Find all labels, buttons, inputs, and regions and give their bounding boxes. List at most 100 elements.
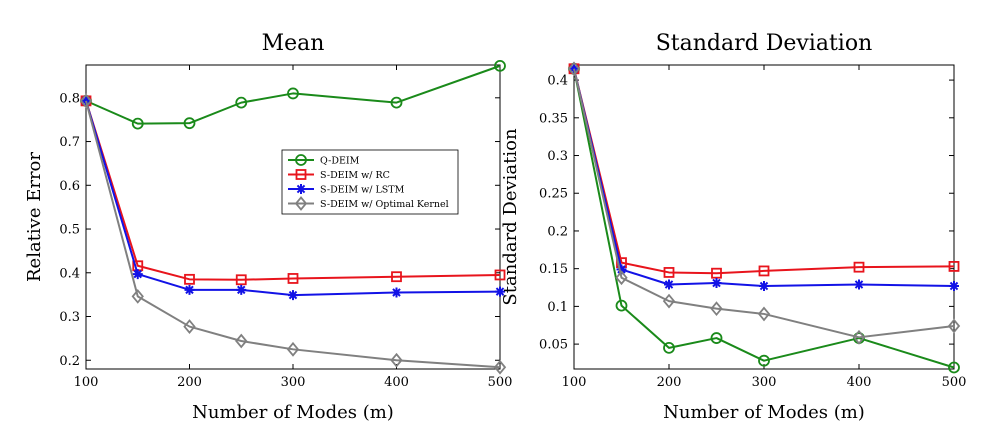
y-tick-label: 0.35 — [539, 111, 568, 126]
y-tick-label: 0.2 — [59, 354, 80, 369]
x-axis-label: Number of Modes (m) — [663, 402, 865, 423]
data-point-s-deim-w-lstm — [616, 264, 627, 275]
std-panel: Standard Deviation Number of Modes (m) Sta… — [500, 31, 966, 423]
y-tick-label: 0.3 — [59, 310, 80, 325]
data-point-q-deim — [758, 354, 770, 367]
y-tick-label: 0.8 — [59, 91, 80, 106]
data-point-s-deim-w-optimal-kernel — [947, 318, 961, 334]
x-tick-label: 300 — [752, 375, 777, 390]
data-point-s-deim-w-lstm — [711, 278, 722, 289]
data-point-s-deim-w-optimal-kernel — [852, 329, 866, 345]
data-point-q-deim — [287, 87, 299, 100]
y-tick-label: 0.4 — [547, 74, 568, 89]
legend-label-s-deim-w-optimal-kernel: S-DEIM w/ Optimal Kernel — [320, 199, 449, 210]
y-axis-label: Relative Error — [24, 152, 45, 282]
plot-area — [573, 64, 955, 370]
y-tick-label: 0.7 — [59, 135, 80, 150]
x-tick-label: 400 — [847, 375, 872, 390]
data-point-s-deim-w-rc — [758, 265, 770, 277]
data-point-s-deim-w-optimal-kernel — [131, 288, 144, 304]
series-line-q-deim — [85, 64, 501, 125]
x-tick-label: 400 — [384, 375, 409, 390]
x-tick-label: 300 — [281, 375, 306, 390]
data-point-s-deim-w-optimal-kernel — [710, 301, 723, 317]
y-tick-label: 0.6 — [59, 179, 80, 194]
data-point-s-deim-w-lstm — [236, 284, 247, 295]
chart-title: Standard Deviation — [656, 31, 873, 56]
y-tick-label: 0.05 — [539, 338, 568, 353]
x-tick-label: 200 — [177, 375, 202, 390]
data-point-s-deim-w-rc — [184, 273, 195, 285]
series-line-s-deim-w-optimal-kernel — [573, 68, 955, 339]
y-tick-label: 0.15 — [539, 262, 568, 277]
x-tick-label: 500 — [942, 375, 967, 390]
data-point-q-deim — [235, 96, 248, 109]
legend-marker-s-deim-w-lstm — [296, 184, 306, 194]
data-point-s-deim-w-lstm — [495, 286, 505, 297]
data-point-s-deim-w-rc — [663, 267, 675, 278]
data-point-s-deim-w-lstm — [132, 269, 143, 280]
legend: Q-DEIM S-DEIM w/ RC S-DEIM w/ LSTM S-DEIM w… — [281, 149, 459, 215]
data-point-s-deim-w-rc — [853, 261, 865, 273]
x-tick-label: 100 — [74, 375, 99, 390]
data-point-s-deim-w-lstm — [664, 279, 674, 290]
legend-marker-s-deim-w-optimal-kernel — [294, 196, 308, 211]
data-point-s-deim-w-optimal-kernel — [390, 352, 403, 368]
y-axis-label: Standard Deviation — [500, 128, 521, 306]
data-point-s-deim-w-rc — [711, 267, 722, 279]
mean-panel: Mean Number of Modes (m) Relative Error 100… — [24, 31, 512, 423]
y-tick-label: 0.1 — [547, 300, 568, 315]
data-point-s-deim-w-optimal-kernel — [567, 61, 581, 77]
data-point-s-deim-w-lstm — [184, 284, 195, 295]
legend-label-s-deim-w-lstm: S-DEIM w/ LSTM — [320, 185, 405, 196]
data-point-q-deim — [183, 117, 196, 130]
legend-label-q-deim: Q-DEIM — [320, 156, 360, 167]
y-tick-label: 0.4 — [59, 266, 80, 281]
data-point-s-deim-w-rc — [948, 261, 960, 272]
data-point-s-deim-w-rc — [391, 271, 402, 283]
data-point-s-deim-w-lstm — [759, 281, 769, 292]
series-s-deim-w-optimal-kernel — [79, 93, 507, 375]
plot-area — [85, 64, 501, 370]
data-point-s-deim-w-optimal-kernel — [493, 359, 507, 375]
x-tick-label: 100 — [562, 375, 587, 390]
data-point-s-deim-w-optimal-kernel — [286, 341, 300, 357]
data-point-s-deim-w-optimal-kernel — [235, 333, 248, 349]
data-point-s-deim-w-lstm — [288, 290, 298, 301]
series-line-s-deim-w-rc — [85, 100, 501, 281]
data-point-s-deim-w-optimal-kernel — [757, 306, 771, 322]
y-tick-label: 0.5 — [59, 223, 80, 238]
data-point-s-deim-w-optimal-kernel — [662, 293, 676, 309]
data-point-s-deim-w-optimal-kernel — [79, 93, 93, 109]
x-tick-label: 500 — [488, 375, 513, 390]
x-tick-label: 200 — [657, 375, 682, 390]
y-tick-label: 0.2 — [547, 224, 568, 239]
data-point-s-deim-w-optimal-kernel — [183, 319, 196, 334]
data-point-q-deim — [710, 332, 723, 344]
data-point-s-deim-w-optimal-kernel — [615, 270, 628, 286]
data-point-q-deim — [663, 341, 675, 354]
data-point-q-deim — [494, 59, 506, 72]
series-s-deim-w-lstm — [569, 63, 959, 292]
data-point-s-deim-w-lstm — [949, 281, 959, 292]
x-axis-label: Number of Modes (m) — [192, 402, 394, 423]
y-tick-label: 0.25 — [539, 187, 568, 202]
data-point-s-deim-w-rc — [287, 273, 299, 284]
data-point-s-deim-w-lstm — [391, 287, 402, 298]
data-point-s-deim-w-lstm — [854, 279, 864, 290]
series-s-deim-w-optimal-kernel — [567, 61, 961, 345]
legend-marker-s-deim-w-rc — [295, 169, 307, 180]
data-point-s-deim-w-rc — [235, 274, 247, 286]
data-point-q-deim — [615, 299, 628, 312]
data-point-q-deim — [948, 361, 960, 374]
data-point-q-deim — [131, 117, 144, 130]
data-point-s-deim-w-rc — [494, 269, 506, 281]
data-point-q-deim — [390, 96, 403, 109]
series-line-s-deim-w-optimal-kernel — [85, 100, 501, 369]
y-tick-label: 0.3 — [547, 149, 568, 164]
legend-marker-q-deim — [295, 154, 307, 166]
series-line-s-deim-w-rc — [573, 68, 955, 275]
data-point-s-deim-w-lstm — [569, 63, 579, 74]
legend-label-s-deim-w-rc: S-DEIM w/ RC — [320, 170, 390, 181]
